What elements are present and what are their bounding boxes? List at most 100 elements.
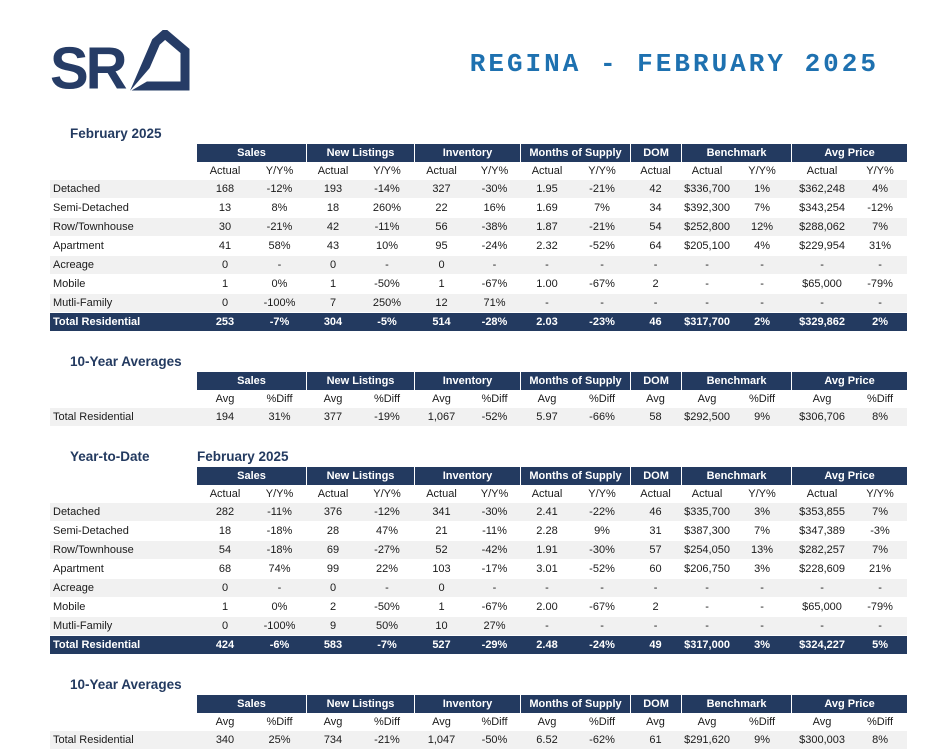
cell: -7% bbox=[360, 636, 414, 654]
sra-logo: SR bbox=[50, 28, 193, 98]
cell: 7% bbox=[574, 199, 631, 218]
table-row: Row/Townhouse 30 -21% 42 -11% 56 -38% 1.87 -21% 5… bbox=[50, 218, 908, 237]
column-subheader: Y/Y% bbox=[360, 162, 414, 180]
cell: -100% bbox=[253, 294, 306, 313]
cell: 1.95 bbox=[520, 180, 575, 199]
cell: - bbox=[733, 275, 792, 294]
column-subheader: Avg bbox=[197, 390, 253, 408]
column-subheader: Actual bbox=[306, 485, 360, 503]
cell: -24% bbox=[574, 636, 631, 654]
cell: -100% bbox=[253, 617, 306, 636]
header-spacer bbox=[50, 485, 197, 503]
cell: -52% bbox=[574, 237, 631, 256]
cell: 69 bbox=[306, 541, 360, 560]
cell: 3.01 bbox=[520, 560, 575, 579]
column-subheader: Actual bbox=[681, 162, 734, 180]
cell: $252,800 bbox=[681, 218, 734, 237]
cell: -30% bbox=[469, 180, 521, 199]
column-subheader: Actual bbox=[520, 162, 575, 180]
column-subheader: Y/Y% bbox=[253, 485, 306, 503]
row-label: Row/Townhouse bbox=[50, 541, 197, 560]
column-group: Benchmark bbox=[681, 144, 792, 162]
cell: 1 bbox=[197, 275, 253, 294]
cell: 74% bbox=[253, 560, 306, 579]
cell: 21 bbox=[414, 522, 469, 541]
cell: -52% bbox=[469, 408, 521, 427]
cell: - bbox=[360, 256, 414, 275]
cell: 9% bbox=[733, 731, 792, 750]
cell: -14% bbox=[360, 180, 414, 199]
cell: 43 bbox=[306, 237, 360, 256]
cell: $291,620 bbox=[681, 731, 734, 750]
cell: 7 bbox=[306, 294, 360, 313]
cell: 0 bbox=[197, 579, 253, 598]
cell: 5.97 bbox=[520, 408, 575, 427]
cell: 2.03 bbox=[520, 313, 575, 331]
cell: 57 bbox=[630, 541, 682, 560]
row-label: Mobile bbox=[50, 598, 197, 617]
column-subheader: Y/Y% bbox=[574, 162, 631, 180]
header-spacer bbox=[50, 713, 197, 731]
column-subheader: Avg bbox=[414, 390, 469, 408]
cell: 64 bbox=[630, 237, 682, 256]
cell: 8% bbox=[853, 731, 908, 750]
cell: -67% bbox=[469, 598, 521, 617]
cell: - bbox=[520, 579, 575, 598]
cell: 327 bbox=[414, 180, 469, 199]
cell: -79% bbox=[853, 275, 908, 294]
cell: 54 bbox=[630, 218, 682, 237]
cell: 3% bbox=[733, 503, 792, 522]
cell: 34 bbox=[630, 199, 682, 218]
cell: - bbox=[630, 579, 682, 598]
cell: 60 bbox=[630, 560, 682, 579]
cell: 260% bbox=[360, 199, 414, 218]
cell: -30% bbox=[469, 503, 521, 522]
table-row: Acreage 0-0-0- - - - - - - - bbox=[50, 256, 908, 275]
column-subheader: Avg bbox=[414, 713, 469, 731]
cell: - bbox=[574, 579, 631, 598]
cell: -12% bbox=[253, 180, 306, 199]
column-group: Inventory bbox=[414, 144, 521, 162]
cell: -3% bbox=[853, 522, 908, 541]
column-subheader: Avg bbox=[306, 713, 360, 731]
cell: $347,389 bbox=[791, 522, 854, 541]
ytd-table: Sales New Listings Inventory Months of Supp… bbox=[50, 467, 908, 654]
cell: 0 bbox=[197, 256, 253, 275]
column-group: New Listings bbox=[306, 467, 414, 485]
cell: 7% bbox=[733, 522, 792, 541]
column-subheader: %Diff bbox=[469, 390, 521, 408]
cell: -66% bbox=[574, 408, 631, 427]
cell: $392,300 bbox=[681, 199, 734, 218]
cell: 4% bbox=[733, 237, 792, 256]
cell: - bbox=[520, 256, 575, 275]
cell: $329,862 bbox=[791, 313, 854, 331]
cell: - bbox=[574, 294, 631, 313]
column-subheader: Y/Y% bbox=[360, 485, 414, 503]
page-title: REGINA - FEBRUARY 2025 bbox=[469, 49, 879, 79]
cell: 12 bbox=[414, 294, 469, 313]
cell: 514 bbox=[414, 313, 469, 331]
cell: -12% bbox=[360, 503, 414, 522]
column-subheader: %Diff bbox=[574, 390, 631, 408]
cell: 21% bbox=[853, 560, 908, 579]
table-row: Total Residential 424 -6% 583 -7% 527 -29% 2.48… bbox=[50, 636, 908, 654]
column-group: Inventory bbox=[414, 372, 521, 390]
table-row: Total Residential 253 -7% 304 -5% 514 -28% 2.03… bbox=[50, 313, 908, 331]
column-group: Avg Price bbox=[791, 695, 908, 713]
cell: $229,954 bbox=[791, 237, 854, 256]
table-row: Acreage 0-0-0- - - - - - - - bbox=[50, 579, 908, 598]
row-label: Detached bbox=[50, 180, 197, 199]
column-subheader: Actual bbox=[414, 162, 469, 180]
row-label: Total Residential bbox=[50, 313, 197, 331]
section-label-ytd: Year-to-Date February 2025 bbox=[50, 449, 907, 464]
column-subheader: Actual bbox=[681, 485, 734, 503]
column-group: Months of Supply bbox=[520, 372, 631, 390]
cell: -11% bbox=[469, 522, 521, 541]
table-row: Mutli-Family 0 -100% 9 50% 10 27% - - - - - - - bbox=[50, 617, 908, 636]
column-subheader: %Diff bbox=[574, 713, 631, 731]
column-group: DOM bbox=[630, 695, 682, 713]
column-group: New Listings bbox=[306, 695, 414, 713]
cell: 2.00 bbox=[520, 598, 575, 617]
cell: - bbox=[853, 294, 908, 313]
cell: - bbox=[733, 617, 792, 636]
